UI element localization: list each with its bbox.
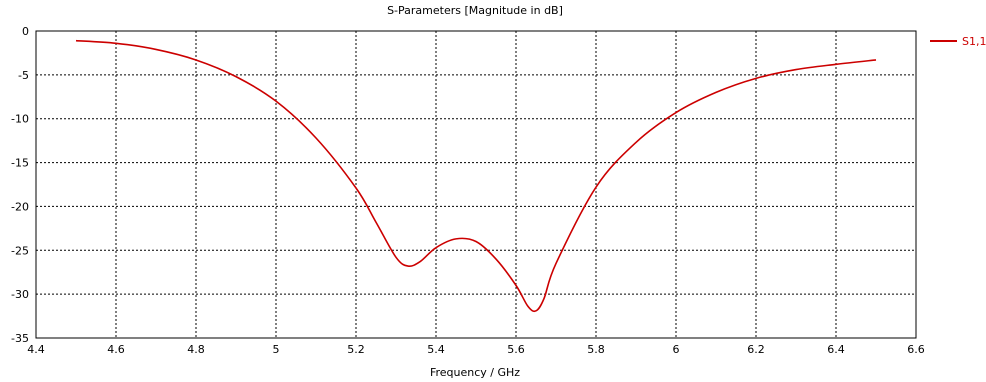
x-tick-label: 5.8: [587, 343, 605, 356]
chart-title: S-Parameters [Magnitude in dB]: [387, 4, 563, 17]
plot-frame: [35, 30, 917, 339]
legend: S1,1: [930, 35, 986, 48]
y-tick-label: -35: [11, 332, 29, 345]
x-tick-label: 6.4: [827, 343, 845, 356]
x-tick-label: 6.2: [747, 343, 765, 356]
series-line-s11: [75, 39, 877, 313]
x-axis-title: Frequency / GHz: [430, 366, 520, 379]
legend-label-s11: S1,1: [962, 35, 986, 48]
x-tick-label: 4.6: [107, 343, 125, 356]
x-tick-label: 4.8: [187, 343, 205, 356]
x-tick-label: 6.6: [907, 343, 925, 356]
y-tick-label: -30: [11, 288, 29, 301]
x-tick-label: 5.6: [507, 343, 525, 356]
x-tick-label: 4.4: [27, 343, 45, 356]
y-tick-label: -25: [11, 244, 29, 257]
x-tick-label: 5.4: [427, 343, 445, 356]
tick-labels: 4.4 4.6 4.8 5 5.2 5.4 5.6 5.8 6 6.2 6.4 6.6 0 -5 -10 -1…: [11, 25, 925, 356]
y-tick-label: 0: [22, 25, 29, 38]
y-tick-label: -10: [11, 113, 29, 126]
y-tick-label: -15: [11, 157, 29, 170]
y-tick-label: -20: [11, 200, 29, 213]
grid: [36, 31, 916, 338]
y-tick-label: -5: [18, 69, 29, 82]
series-layer: [75, 39, 877, 313]
x-tick-label: 5: [273, 343, 280, 356]
x-tick-label: 5.2: [347, 343, 365, 356]
x-tick-label: 6: [673, 343, 680, 356]
